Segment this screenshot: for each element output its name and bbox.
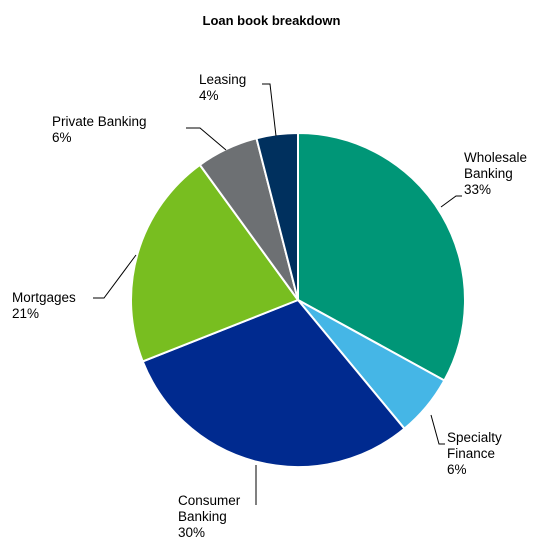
slice-name-label: Mortgages (12, 290, 76, 305)
slice-value-label: 6% (52, 130, 72, 145)
leader-line (186, 127, 227, 151)
slice-label: Leasing 4% (199, 72, 246, 103)
pie-slice (297, 132, 466, 382)
slice-name-label: Private Banking (52, 114, 147, 129)
slice-value-label: 6% (447, 462, 467, 477)
pie-slice (255, 132, 299, 301)
leader-line (440, 195, 462, 208)
slice-label: Private Banking 6% (52, 114, 147, 145)
slice-name-label: Leasing (199, 72, 246, 87)
slice-label: Consumer Banking 30% (178, 493, 241, 540)
pie-slice (130, 163, 299, 363)
leader-line (93, 254, 137, 299)
chart-title: Loan book breakdown (202, 13, 341, 28)
slice-name-label: Finance (447, 446, 495, 461)
slice-value-label: 4% (199, 88, 219, 103)
slice-name-label: Specialty (447, 430, 502, 445)
slice-label: Specialty Finance 6% (447, 430, 502, 477)
slice-label: Wholesale Banking 33% (464, 150, 527, 197)
pie-slice (141, 299, 406, 469)
slice-value-label: 30% (178, 525, 205, 540)
slice-value-label: 33% (464, 182, 491, 197)
slice-name-label: Banking (178, 509, 227, 524)
slice-label: Mortgages 21% (12, 290, 76, 321)
slice-name-label: Consumer (178, 493, 241, 508)
slice-value-label: 21% (12, 306, 39, 321)
slice-name-label: Banking (464, 166, 513, 181)
slice-name-label: Wholesale (464, 150, 527, 165)
leader-line (262, 83, 277, 137)
leader-line (430, 414, 445, 445)
